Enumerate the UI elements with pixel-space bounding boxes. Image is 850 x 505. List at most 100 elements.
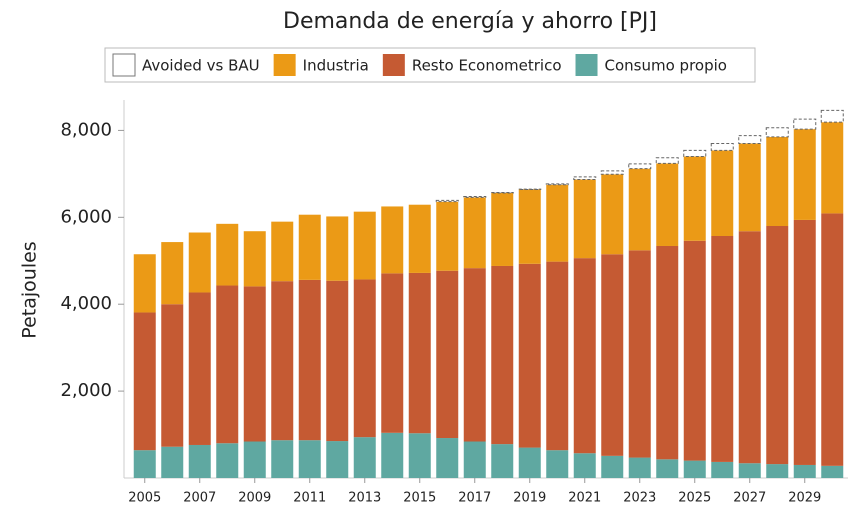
x-tick-label: 2021 [568, 491, 601, 505]
bar-segment [600, 170, 624, 175]
bar-segment [793, 129, 816, 220]
bar-segment [766, 464, 789, 478]
bar-segment [546, 184, 569, 262]
bar-segment [601, 254, 624, 456]
bar-segment [628, 163, 652, 170]
x-tick-label: 2027 [733, 491, 766, 505]
bar-segment [738, 135, 762, 144]
bar-segment [601, 174, 624, 255]
bar-segment [271, 221, 294, 282]
bar-segment [463, 195, 487, 198]
bar-segment [573, 176, 597, 181]
bar-segment [573, 453, 596, 478]
bar-segment [188, 292, 211, 445]
bar-segment [216, 285, 239, 444]
bar-segment [656, 163, 679, 246]
bar-segment [546, 450, 569, 478]
bar-segment [711, 461, 734, 478]
bar-segment [381, 432, 404, 478]
x-tick-label: 2025 [678, 491, 711, 505]
bar-segment [628, 168, 651, 251]
bar-segment [298, 440, 321, 478]
bar-segment [326, 280, 349, 442]
bar-segment [161, 446, 184, 478]
x-tick-label: 2029 [788, 491, 821, 505]
bar-segment [793, 118, 817, 130]
bar-segment [381, 273, 404, 433]
x-tick-label: 2007 [183, 491, 216, 505]
legend-swatch [575, 54, 598, 76]
bar-segment [381, 206, 404, 274]
bar-segment [408, 433, 431, 478]
bar-segment [601, 455, 624, 478]
legend-label: Avoided vs BAU [142, 57, 260, 75]
legend-swatch [382, 54, 405, 76]
bar-segment [436, 438, 459, 478]
bar-segment [491, 444, 514, 478]
bar-segment [738, 143, 761, 232]
bar-segment [133, 312, 156, 451]
bar-segment [573, 179, 596, 259]
bar-segment [793, 219, 816, 465]
bar-segment [326, 441, 349, 478]
legend-label: Resto Econometrico [412, 57, 562, 75]
bar-segment [408, 204, 431, 273]
bar-segment [326, 216, 349, 281]
x-tick-label: 2015 [403, 491, 436, 505]
x-tick-label: 2017 [458, 491, 491, 505]
legend-label: Consumo propio [605, 57, 727, 75]
bar-segment [518, 189, 541, 264]
bar-segment [545, 183, 569, 186]
bar-segment [655, 157, 679, 164]
bar-segment [683, 240, 706, 461]
bar-segment [656, 459, 679, 478]
bar-segment [518, 447, 541, 478]
bar-segment [711, 150, 734, 236]
bar-segment [161, 304, 184, 447]
bar-segment [766, 136, 789, 226]
bar-segment [738, 231, 761, 464]
bar-segment [765, 127, 789, 138]
bar-segment [683, 149, 707, 157]
bar-segment [710, 142, 734, 151]
bar-segment [133, 450, 156, 478]
bar-segment [463, 441, 486, 478]
bar-segment [161, 242, 184, 305]
bar-segment [546, 261, 569, 451]
bar-segment [353, 437, 376, 478]
bar-segment [491, 265, 514, 445]
bar-segment [711, 235, 734, 462]
bar-segment [463, 268, 486, 442]
x-tick-label: 2005 [128, 491, 161, 505]
bar-segment [188, 232, 211, 293]
x-tick-label: 2023 [623, 491, 656, 505]
x-tick-label: 2013 [348, 491, 381, 505]
x-tick-label: 2011 [293, 491, 326, 505]
bar-segment [298, 214, 321, 280]
bar-segment [216, 223, 239, 286]
legend-label: Industria [303, 57, 369, 75]
bar-segment [243, 231, 266, 287]
y-tick-label: 4,000 [60, 293, 112, 314]
legend-swatch [112, 53, 136, 77]
bar-segment [821, 465, 844, 478]
x-tick-label: 2019 [513, 491, 546, 505]
y-axis-label: Petajoules [19, 241, 41, 338]
bar-segment [683, 460, 706, 478]
bar-segment [133, 254, 156, 313]
bar-segment [821, 122, 844, 214]
bar-segment [491, 192, 514, 266]
bar-segment [271, 440, 294, 478]
bar-segment [820, 109, 844, 123]
y-tick-label: 2,000 [60, 380, 112, 401]
bar-segment [271, 281, 294, 441]
bar-segment [353, 211, 376, 280]
bar-segment [656, 245, 679, 460]
bar-segment [793, 464, 816, 478]
chart-title: Demanda de energía y ahorro [PJ] [283, 9, 657, 34]
bar-segment [353, 279, 376, 438]
bar-segment [216, 443, 239, 478]
bar-segment [463, 197, 486, 269]
bar-segment [738, 463, 761, 478]
